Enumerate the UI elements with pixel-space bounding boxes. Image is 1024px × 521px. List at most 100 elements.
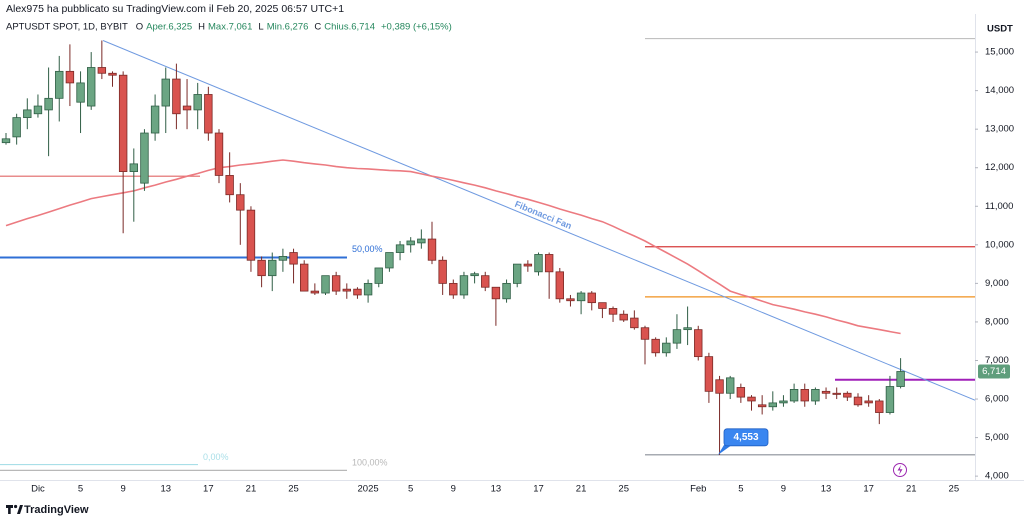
candle-body xyxy=(44,97,53,111)
candle-body xyxy=(459,275,469,296)
candle-body xyxy=(566,298,575,302)
candle-body xyxy=(1,138,11,144)
candle-body xyxy=(789,389,799,402)
candle-body xyxy=(662,342,671,354)
y-tick-label: 6,000 xyxy=(985,394,1009,405)
candle-body xyxy=(630,317,639,329)
candle-body xyxy=(225,175,234,196)
y-tick-label: 13,000 xyxy=(985,124,1014,135)
x-tick-label: 21 xyxy=(246,484,257,495)
candle-body xyxy=(800,389,809,402)
x-tick-label: 25 xyxy=(949,484,960,495)
candle-body xyxy=(598,302,607,309)
x-tick-label: 9 xyxy=(781,484,786,495)
candle-body xyxy=(363,282,373,296)
y-tick-label: 15,000 xyxy=(985,47,1014,58)
x-tick-label: 21 xyxy=(576,484,587,495)
candle-body xyxy=(523,263,533,267)
candle-body xyxy=(544,254,554,273)
y-tick-label: 12,000 xyxy=(985,162,1014,173)
candle-body xyxy=(832,392,841,395)
y-tick-label: 7,000 xyxy=(985,355,1009,366)
ohlc-key: O xyxy=(136,22,143,33)
candle-body xyxy=(875,400,884,413)
y-tick-label: 11,000 xyxy=(985,201,1013,212)
x-tick-label: Dic xyxy=(31,484,45,495)
last-price-box xyxy=(978,364,1010,379)
ohlc-value: Chius.6,714 xyxy=(324,22,375,33)
candle-body xyxy=(65,70,75,84)
candle-body xyxy=(97,67,107,74)
last-price-label: 6,714 xyxy=(982,366,1006,377)
candle-body xyxy=(864,400,873,404)
currency-label: USDT xyxy=(987,24,1013,35)
y-tick-label: 10,000 xyxy=(985,239,1014,250)
candle-body xyxy=(289,252,298,265)
candle-body xyxy=(534,254,543,273)
candle-body xyxy=(608,308,618,315)
candle-body xyxy=(331,275,341,292)
x-tick-label: 9 xyxy=(121,484,126,495)
candle-body xyxy=(502,282,511,300)
candle-body xyxy=(214,132,224,176)
candle-body xyxy=(619,313,628,321)
candle-body xyxy=(129,163,138,172)
candle-body xyxy=(470,273,479,277)
candle-body xyxy=(843,392,852,398)
fan-line xyxy=(102,40,976,401)
candle-body xyxy=(715,379,724,394)
ohlc-value: Min.6,276 xyxy=(267,22,309,33)
level-label: 0,00% xyxy=(203,452,229,462)
candle-body xyxy=(12,117,21,138)
candle-body xyxy=(395,244,405,253)
y-tick-label: 9,000 xyxy=(985,278,1009,289)
candle-body xyxy=(417,238,426,244)
moving-average xyxy=(5,159,901,335)
level-label: 100,00% xyxy=(352,458,388,468)
level-label: 50,00% xyxy=(352,244,383,254)
candle-body xyxy=(576,292,586,302)
candle-body xyxy=(299,263,309,292)
x-tick-label: 5 xyxy=(78,484,83,495)
candle-body xyxy=(481,275,490,288)
footer-logo xyxy=(6,504,23,514)
x-tick-label: 5 xyxy=(738,484,743,495)
y-tick-label: 14,000 xyxy=(985,85,1014,96)
footer-brand: TradingView xyxy=(24,504,89,516)
candle-body xyxy=(193,94,202,111)
ohlc-key: C xyxy=(314,22,321,33)
candle-body xyxy=(87,67,96,107)
candle-body xyxy=(896,371,905,387)
candle-body xyxy=(204,94,213,134)
candle-body xyxy=(406,240,415,246)
header-line: APTUSDT SPOT, 1D, BYBIT O Aper.6,325 H Max.7… xyxy=(6,22,452,33)
candle-body xyxy=(811,389,820,402)
candle-body xyxy=(55,70,64,99)
candle-body xyxy=(885,386,895,413)
candle-body xyxy=(236,194,245,211)
candle-body xyxy=(76,82,85,103)
candle-body xyxy=(587,292,596,304)
candle-body xyxy=(768,402,777,408)
candle-body xyxy=(374,267,383,284)
candle-body xyxy=(853,396,863,406)
x-tick-label: 25 xyxy=(618,484,629,495)
level-label: 4,553 xyxy=(733,432,758,443)
x-tick-label: 2025 xyxy=(358,484,379,495)
candle-body xyxy=(672,329,682,344)
candle-body xyxy=(427,238,437,261)
candle-body xyxy=(278,255,288,261)
candle-body xyxy=(640,327,650,340)
y-tick-label: 4,000 xyxy=(985,471,1009,482)
x-tick-label: 17 xyxy=(863,484,874,495)
x-tick-label: 25 xyxy=(288,484,299,495)
candle-body xyxy=(726,377,735,394)
candle-body xyxy=(821,390,831,394)
candle-body xyxy=(310,290,320,294)
ohlc-value: Aper.6,325 xyxy=(146,22,192,33)
event-icon xyxy=(893,463,907,477)
x-tick-label: 21 xyxy=(906,484,917,495)
ohlc-key: H xyxy=(198,22,205,33)
